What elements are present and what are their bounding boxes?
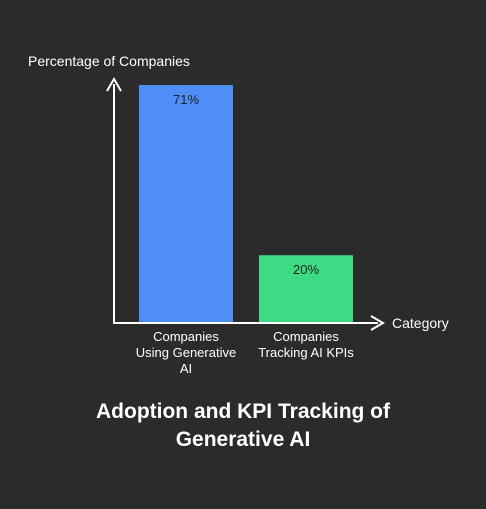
data-label-1: 71% — [173, 92, 199, 107]
bars-group: 71% 20% — [139, 85, 353, 322]
bar-2 — [259, 255, 353, 322]
category-label-2: Companies Tracking AI KPIs — [258, 329, 354, 360]
bar-1 — [139, 85, 233, 322]
x-axis-arrow — [370, 315, 385, 331]
y-axis-arrow — [106, 77, 122, 92]
x-axis-title: Category — [392, 315, 449, 331]
category-labels: Companies Using Generative AI Companies Trac… — [136, 329, 355, 376]
chart-title: Adoption and KPI Tracking of Generative A… — [96, 400, 391, 451]
data-label-2: 20% — [293, 262, 319, 277]
y-axis-title: Percentage of Companies — [28, 53, 190, 69]
category-label-1: Companies Using Generative AI — [136, 329, 236, 376]
